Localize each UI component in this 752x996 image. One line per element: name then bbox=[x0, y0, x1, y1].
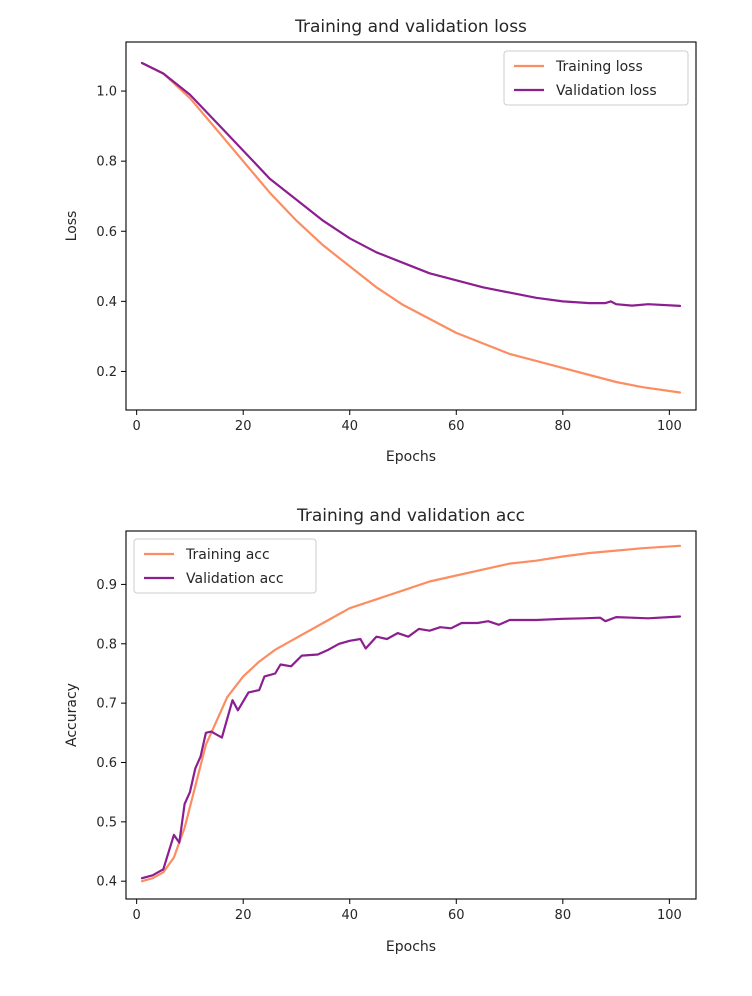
accuracy-chart-legend: Training acc Validation acc bbox=[133, 538, 317, 594]
loss-chart-lines bbox=[140, 61, 682, 394]
accuracy-xtick-label-2: 40 bbox=[341, 908, 358, 923]
loss-xtick-label-0: 0 bbox=[133, 419, 141, 434]
loss-xtick-label-5: 100 bbox=[657, 419, 682, 434]
accuracy-ytick-label-3: 0.7 bbox=[96, 697, 117, 712]
loss-ytick-label-4: 1.0 bbox=[96, 85, 117, 100]
loss-ytick-label-0: 0.2 bbox=[96, 365, 117, 380]
loss-chart-ticks: 0 20 40 60 80 100 0.2 0.4 0.6 0.8 1.0 bbox=[96, 85, 681, 434]
accuracy-legend-box bbox=[133, 538, 317, 594]
loss-chart-ylabel: Loss bbox=[64, 211, 80, 242]
accuracy-xtick-label-5: 100 bbox=[657, 908, 682, 923]
accuracy-ytick-label-5: 0.9 bbox=[96, 578, 117, 593]
accuracy-xtick-label-3: 60 bbox=[448, 908, 465, 923]
loss-chart-xlabel: Epochs bbox=[386, 449, 436, 465]
accuracy-chart-ticks: 0 20 40 60 80 100 0.4 0.5 0.6 0.7 0.8 0.9 bbox=[96, 578, 681, 923]
accuracy-legend-label-validation: Validation acc bbox=[186, 571, 284, 587]
accuracy-series-line-validation bbox=[140, 615, 682, 880]
loss-ytick-label-3: 0.8 bbox=[96, 155, 117, 170]
loss-chart-frame bbox=[125, 41, 697, 411]
loss-legend-label-training: Training loss bbox=[555, 59, 643, 75]
accuracy-ytick-label-4: 0.8 bbox=[96, 637, 117, 652]
loss-chart-legend: Training loss Validation loss bbox=[503, 50, 689, 106]
accuracy-chart-ylabel: Accuracy bbox=[64, 683, 80, 747]
loss-chart: Training and validation loss 0 20 40 60 80 10… bbox=[64, 17, 697, 465]
accuracy-ytick-label-0: 0.4 bbox=[96, 875, 117, 890]
loss-ytick-label-2: 0.6 bbox=[96, 225, 117, 240]
accuracy-legend-label-training: Training acc bbox=[185, 547, 270, 563]
loss-xtick-label-4: 80 bbox=[555, 419, 572, 434]
accuracy-chart-title: Training and validation acc bbox=[296, 506, 525, 526]
accuracy-chart: Training and validation acc 0 20 40 60 80 100… bbox=[64, 506, 697, 955]
accuracy-ytick-label-1: 0.5 bbox=[96, 815, 117, 830]
accuracy-xtick-label-1: 20 bbox=[235, 908, 252, 923]
loss-xtick-label-3: 60 bbox=[448, 419, 465, 434]
loss-legend-label-validation: Validation loss bbox=[556, 83, 657, 99]
accuracy-xtick-label-0: 0 bbox=[133, 908, 141, 923]
loss-series-line-training bbox=[140, 61, 682, 394]
loss-chart-title: Training and validation loss bbox=[294, 17, 527, 37]
loss-xtick-label-2: 40 bbox=[341, 419, 358, 434]
accuracy-chart-xlabel: Epochs bbox=[386, 939, 436, 955]
loss-xtick-label-1: 20 bbox=[235, 419, 252, 434]
accuracy-chart-lines bbox=[140, 544, 682, 883]
loss-legend-box bbox=[503, 50, 689, 106]
accuracy-series-line-training bbox=[140, 544, 682, 883]
accuracy-xtick-label-4: 80 bbox=[555, 908, 572, 923]
loss-series-line-validation bbox=[140, 61, 682, 307]
accuracy-chart-frame bbox=[125, 530, 697, 900]
accuracy-ytick-label-2: 0.6 bbox=[96, 756, 117, 771]
loss-ytick-label-1: 0.4 bbox=[96, 295, 117, 310]
